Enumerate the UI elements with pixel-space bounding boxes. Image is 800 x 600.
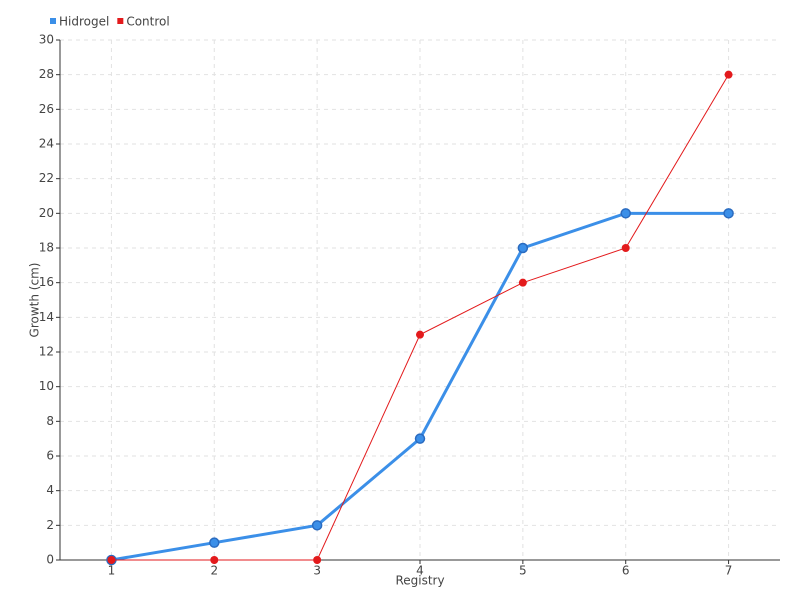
legend-swatch [50, 18, 56, 24]
y-tick-label: 0 [46, 553, 54, 567]
data-point [621, 244, 630, 252]
y-tick-label: 10 [39, 379, 54, 393]
data-point [414, 433, 426, 444]
y-tick-label: 4 [46, 483, 54, 497]
data-point [620, 208, 631, 219]
y-axis-label: Growth (cm) [28, 263, 42, 338]
data-point [311, 520, 323, 531]
y-tick-label: 30 [39, 33, 54, 47]
y-tick-label: 26 [39, 102, 54, 116]
data-point [518, 278, 527, 287]
y-tick-label: 2 [46, 518, 54, 532]
data-point [724, 70, 733, 79]
data-point [107, 556, 116, 564]
x-tick-label: 2 [210, 564, 218, 578]
data-point [517, 242, 529, 254]
y-tick-label: 6 [46, 449, 54, 463]
x-tick-label: 1 [108, 564, 116, 578]
y-tick-label: 22 [39, 171, 54, 185]
x-tick-label: 4 [416, 564, 424, 578]
data-point [416, 330, 424, 339]
x-tick-label: 3 [313, 564, 321, 578]
x-tick-label: 7 [725, 564, 733, 578]
x-axis-label: Registry [395, 574, 444, 588]
x-tick-label: 5 [519, 564, 527, 578]
data-point [209, 537, 220, 548]
y-tick-label: 28 [39, 67, 54, 81]
y-tick-label: 12 [39, 345, 54, 359]
y-tick-label: 20 [39, 206, 54, 220]
x-tick-label: 6 [622, 564, 630, 578]
data-point [723, 208, 734, 219]
y-tick-label: 24 [39, 137, 54, 151]
data-point [313, 556, 322, 564]
y-tick-label: 8 [46, 414, 54, 428]
legend-label: Hidrogel [59, 15, 109, 29]
legend-swatch [117, 18, 124, 24]
y-tick-label: 18 [39, 241, 54, 255]
data-point [210, 556, 219, 564]
y-tick-label: 14 [39, 310, 54, 324]
legend-label: Control [126, 15, 169, 29]
y-tick-label: 16 [39, 275, 54, 289]
